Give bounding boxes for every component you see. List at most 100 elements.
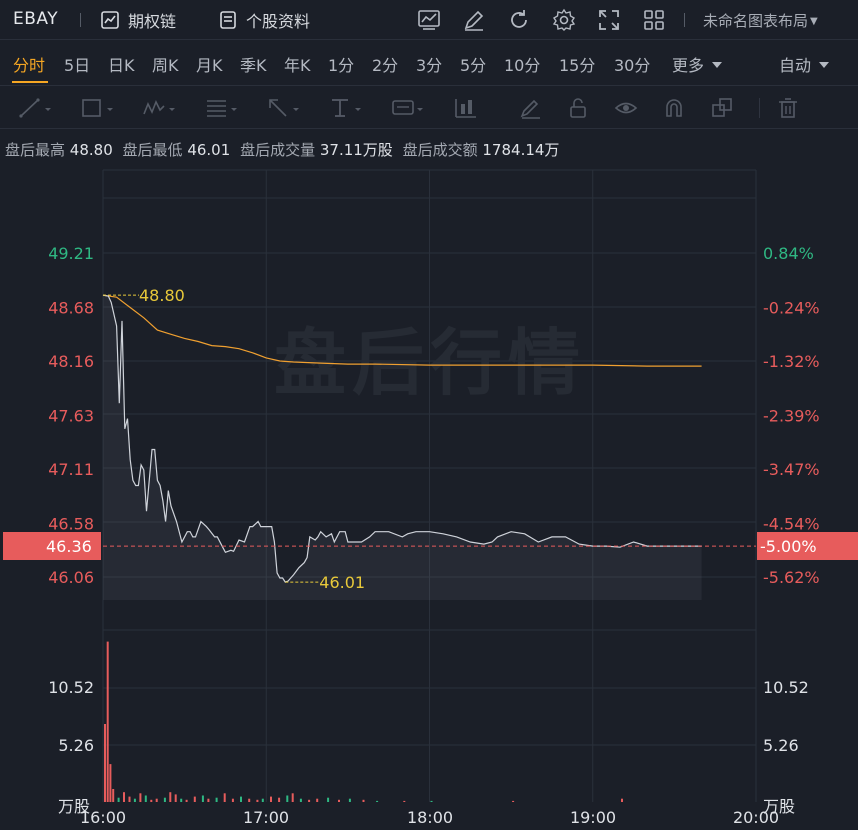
volume-bar <box>291 793 294 802</box>
volume-bar <box>169 792 172 802</box>
stock-profile-label: 个股资料 <box>246 12 311 31</box>
tab-15min[interactable]: 15分 <box>559 56 596 75</box>
volume-bar <box>112 789 115 802</box>
price-line <box>102 294 702 583</box>
volume-unit-right: 万股 <box>763 797 796 816</box>
fullscreen-icon[interactable] <box>597 8 621 32</box>
volume-bar <box>348 798 351 802</box>
volume-bar <box>270 796 272 802</box>
tab-5day[interactable]: 5日 <box>64 56 91 75</box>
volume-bar <box>193 796 196 802</box>
volume-axis: 10.52 5.26 10.52 5.26 <box>48 678 809 755</box>
volume-bar <box>144 795 147 802</box>
volume-bar <box>215 797 218 802</box>
trash-icon[interactable] <box>776 96 810 120</box>
document-icon <box>220 11 236 29</box>
symbol-title[interactable]: EBAY <box>13 9 59 29</box>
tab-intraday[interactable]: 分时 <box>13 56 46 75</box>
volume-bar <box>163 797 166 802</box>
tab-yearly-k[interactable]: 年K <box>284 56 311 75</box>
volume-bar <box>104 724 106 802</box>
price-area-fill <box>103 295 702 600</box>
top-bar: EBAY 期权链 个股资料 <box>0 0 858 40</box>
volume-bar <box>376 800 379 802</box>
volume-bar <box>106 641 109 802</box>
current-percent-tag: -5.00% <box>757 532 858 560</box>
clone-icon[interactable] <box>710 96 744 120</box>
volume-bar <box>430 800 433 802</box>
lock-icon[interactable] <box>566 96 600 120</box>
measure-icon[interactable] <box>452 96 486 120</box>
caret-down-icon: ▼ <box>810 16 818 27</box>
tab-more[interactable]: 更多 <box>672 52 723 76</box>
options-chain-label: 期权链 <box>128 12 177 31</box>
time-tick: 19:00 <box>570 808 616 827</box>
high-label: 盘后最高 <box>5 141 66 159</box>
eye-icon[interactable] <box>614 96 648 120</box>
stock-profile-button[interactable]: 个股资料 <box>218 8 310 32</box>
options-chain-button[interactable]: 期权链 <box>100 8 176 32</box>
layout-label: 未命名图表布局 <box>703 12 809 30</box>
price-tick: 47.11 <box>48 460 94 479</box>
percent-tick: -5.62% <box>763 568 820 587</box>
price-tick: 48.68 <box>48 299 94 318</box>
tab-3min[interactable]: 3分 <box>416 56 443 75</box>
low-value: 46.01 <box>187 141 231 159</box>
time-tick: 16:00 <box>80 808 126 827</box>
volume-bar <box>123 792 125 802</box>
refresh-icon[interactable] <box>507 8 531 32</box>
text-annotation-icon[interactable] <box>328 96 362 120</box>
volume-tick-left: 10.52 <box>48 678 94 697</box>
brush-icon[interactable] <box>518 96 552 120</box>
volume-bar <box>185 799 188 802</box>
tab-5min[interactable]: 5分 <box>460 56 487 75</box>
tab-daily-k[interactable]: 日K <box>108 56 135 75</box>
volume-bar <box>327 797 330 802</box>
tab-quarterly-k[interactable]: 季K <box>240 56 267 75</box>
price-tick: 46.58 <box>48 515 94 534</box>
volume-bar <box>180 798 183 802</box>
price-label-icon[interactable] <box>390 96 424 120</box>
chart-indicator-icon[interactable] <box>417 8 441 32</box>
volume-bar <box>261 798 264 802</box>
gear-icon[interactable] <box>552 8 576 32</box>
current-price-tag: 46.36 <box>3 532 101 560</box>
price-tick: 47.63 <box>48 407 94 426</box>
volume-bar <box>150 799 153 802</box>
volume-bar <box>248 798 251 802</box>
tab-2min[interactable]: 2分 <box>372 56 399 75</box>
tab-1min[interactable]: 1分 <box>328 56 355 75</box>
layout-select[interactable]: 未命名图表布局 ▼ <box>703 10 818 31</box>
average-price-line <box>102 294 702 367</box>
caret-down-icon <box>819 62 830 68</box>
tab-10min[interactable]: 10分 <box>504 56 541 75</box>
rectangle-icon[interactable] <box>80 96 114 120</box>
percent-tick: -4.54% <box>763 515 820 534</box>
volume-tick-left: 5.26 <box>58 736 94 755</box>
fibonacci-icon[interactable] <box>204 96 238 120</box>
volume-bar <box>231 798 234 802</box>
volume-bar <box>155 798 158 802</box>
volume-bar <box>128 796 131 802</box>
magnet-icon[interactable] <box>662 96 696 120</box>
wave-pattern-icon[interactable] <box>142 96 176 120</box>
tab-30min[interactable]: 30分 <box>614 56 651 75</box>
volume-bar <box>109 764 112 802</box>
arrow-icon[interactable] <box>266 96 300 120</box>
trend-line-icon[interactable] <box>18 96 52 120</box>
tab-weekly-k[interactable]: 周K <box>152 56 179 75</box>
low-marker-label: 46.01 <box>319 573 365 592</box>
time-tick: 18:00 <box>407 808 453 827</box>
tab-monthly-k[interactable]: 月K <box>196 56 223 75</box>
auto-scale-select[interactable]: 自动 <box>779 52 830 76</box>
grid-layout-icon[interactable] <box>642 8 666 32</box>
percent-tick: -2.39% <box>763 407 820 426</box>
percent-axis-right: 0.84% -0.24% -1.32% -2.39% -3.47% -4.54%… <box>763 244 820 587</box>
volume-bar <box>308 799 311 802</box>
tab-more-label: 更多 <box>672 56 705 75</box>
draw-pencil-icon[interactable] <box>462 8 486 32</box>
time-tick: 20:00 <box>733 808 779 827</box>
volume-bar <box>512 800 515 802</box>
volume-tick-right: 10.52 <box>763 678 809 697</box>
